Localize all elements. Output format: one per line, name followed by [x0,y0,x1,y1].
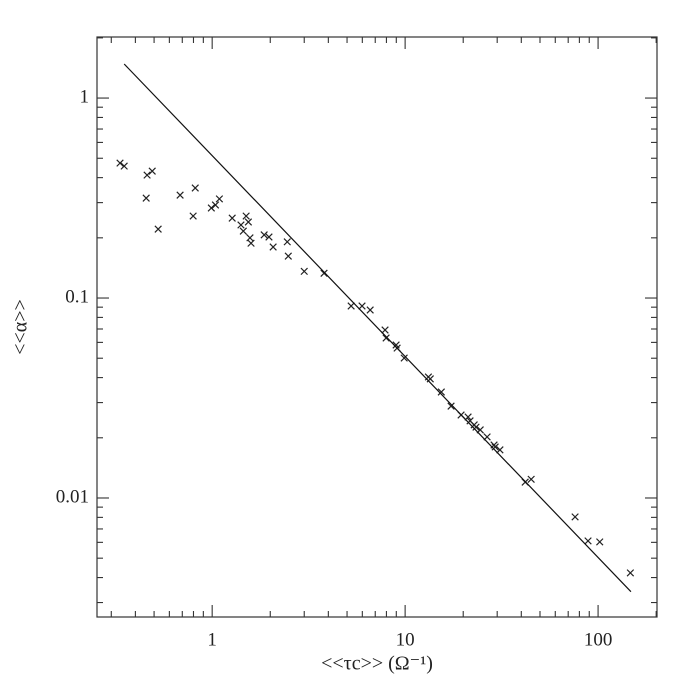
plot-frame [96,36,658,618]
y-tick-label: 1 [80,86,90,107]
scatter-point [191,184,199,192]
scatter-point [320,269,328,277]
y-axis-title: <<α>> [10,299,32,355]
scatter-point [228,214,236,222]
scatter-point [116,159,124,167]
scatter-point [300,267,308,276]
scatter-point [381,326,389,334]
scatter-point [400,354,408,362]
scatter-point [142,194,150,202]
scatter-point [242,212,250,220]
scatter-point [491,443,499,451]
scatter-point [143,171,151,179]
scatter-point [244,218,253,226]
scatter-point [584,537,592,545]
x-tick-label: 100 [584,629,613,650]
scatter-point [269,243,277,251]
scatter-point [284,252,293,260]
scatter-point [215,195,224,203]
y-tick-label: 0.01 [56,486,89,507]
scatter-point [437,388,446,396]
scatter-point [382,334,390,342]
scatter-point [283,238,291,246]
scatter-point [347,302,355,310]
scatter-point [211,201,220,209]
scatter-point [426,375,434,383]
scatter-point [496,446,504,454]
scatter-point [527,475,535,484]
scatter-point [247,239,255,247]
scatter-point [472,423,480,431]
scatter-point [366,306,374,314]
scatter-point [189,212,197,220]
scatter-point [596,538,604,546]
scatter-point [447,402,455,410]
scatter-point [260,231,268,239]
x-tick-label: 10 [396,629,415,650]
scatter-point [176,191,184,199]
scatter-point [239,227,248,235]
scatter-point [626,569,635,577]
scatter-point [120,162,128,170]
scatter-point [207,204,216,212]
scatter-point [265,233,273,241]
fit-line [123,63,632,593]
scatter-point [148,167,156,175]
x-axis-title: <<τc>> (Ω⁻¹) [321,653,433,675]
y-tick-label: 0.1 [65,286,89,307]
scatter-point [571,513,579,521]
scatter-point [358,302,366,310]
scatter-point [237,221,245,229]
x-tick-label: 1 [207,629,217,650]
scatter-point [154,225,162,233]
